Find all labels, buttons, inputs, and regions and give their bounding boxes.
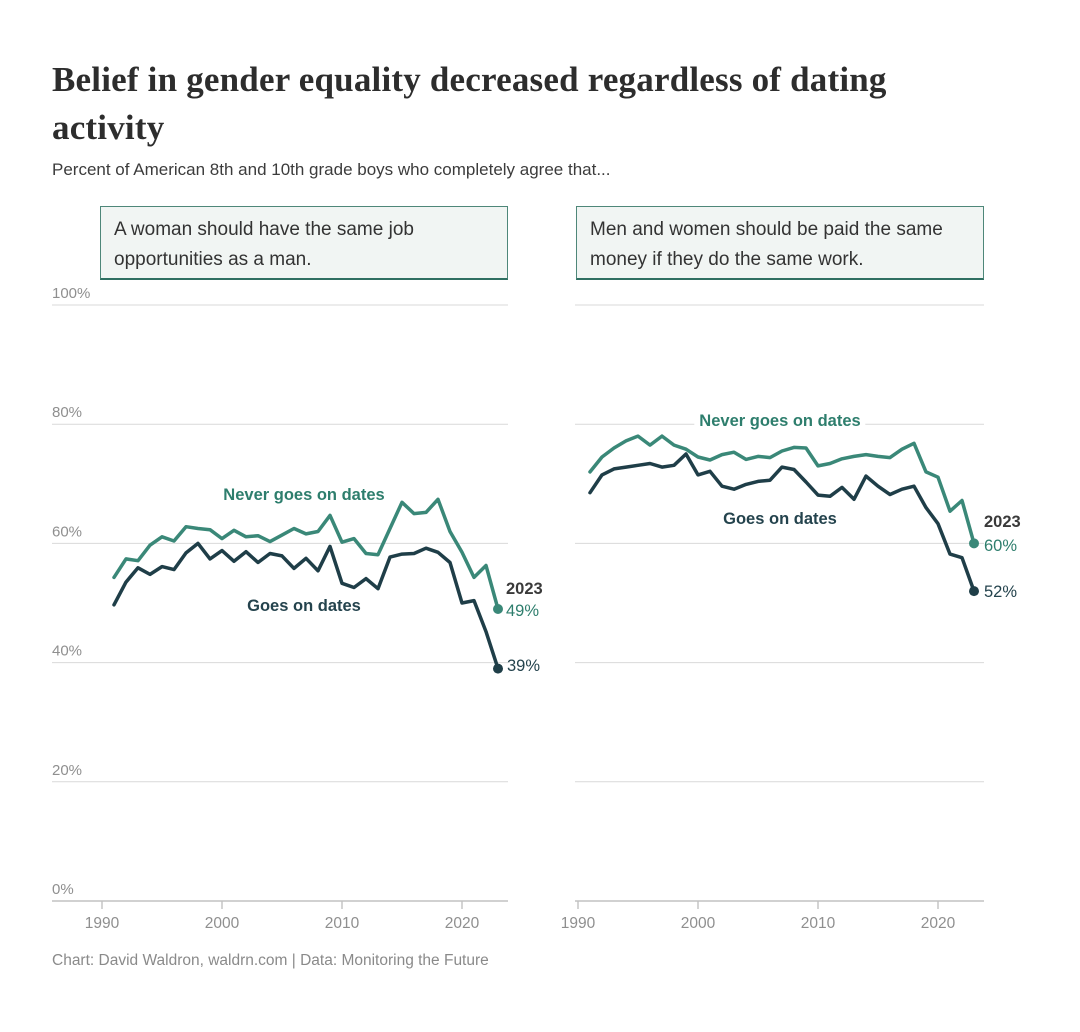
series-end-dot [493,663,503,674]
end-year-label-left: 2023 [506,580,543,598]
y-axis-tick-label: 60% [52,523,82,540]
series-end-dot [969,586,979,597]
right-line-chart: 1990 2000 2010 2020 [561,304,984,932]
end-value-goes-right: 52% [984,583,1018,601]
end-value-goes-left: 39% [507,657,541,675]
x-axis-tick-label: 2010 [801,915,836,932]
series-end-dot [969,538,979,549]
y-axis-tick-label: 0% [52,881,74,898]
end-year-label-right: 2023 [984,513,1021,531]
x-axis-tick-label: 2010 [325,915,360,932]
series-label-goes-dates-right: Goes on dates [723,510,837,528]
x-axis-tick-label: 2020 [445,915,480,932]
y-axis-tick-label: 80% [52,404,82,421]
x-axis-tick-label: 1990 [561,915,596,932]
left-line-chart: 0% 20% 40% 60% 80% 100% 1990 2000 2010 2020 [52,285,508,932]
x-axis-tick-label: 1990 [85,915,120,932]
series-line [588,452,976,593]
page-subtitle: Percent of American 8th and 10th grade b… [52,160,611,179]
y-axis-tick-label: 40% [52,643,82,660]
series-label-never-dates-left: Never goes on dates [223,486,385,504]
end-value-never-left: 49% [506,602,540,620]
series-line [112,497,500,611]
series-line [588,434,976,546]
source-credit: Chart: David Waldron, waldrn.com | Data:… [52,952,489,969]
page-title: Belief in gender equality decreased rega… [52,60,887,147]
x-axis-tick-label: 2000 [681,915,716,932]
series-end-dot [493,604,503,614]
x-axis-tick-label: 2000 [205,915,240,932]
y-axis-tick-label: 100% [52,285,90,302]
end-value-never-right: 60% [984,537,1018,555]
series-line [112,541,500,671]
series-label-never-dates-right: Never goes on dates [694,412,866,431]
x-axis-tick-label: 2020 [921,915,956,932]
statement-box-job-opportunities: A woman should have the same job opportu… [100,206,508,280]
series-label-goes-dates-left: Goes on dates [247,597,361,615]
y-axis-tick-label: 20% [52,762,82,779]
statement-box-equal-pay: Men and women should be paid the same mo… [576,206,984,280]
